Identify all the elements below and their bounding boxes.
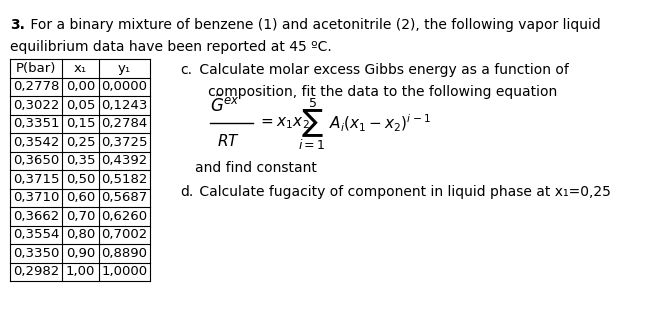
Text: 0,3715: 0,3715 <box>13 173 60 186</box>
Text: 0,3710: 0,3710 <box>13 191 60 204</box>
Text: 0,3650: 0,3650 <box>13 154 59 167</box>
Text: 0,50: 0,50 <box>66 173 95 186</box>
Text: 0,3662: 0,3662 <box>13 210 59 223</box>
Text: 0,0000: 0,0000 <box>102 80 148 93</box>
Text: 0,60: 0,60 <box>66 191 95 204</box>
Text: Calculate fugacity of component in liquid phase at x₁=0,25: Calculate fugacity of component in liqui… <box>195 185 611 199</box>
Text: 0,90: 0,90 <box>66 247 95 260</box>
Text: P(bar): P(bar) <box>16 62 57 75</box>
Text: 0,8890: 0,8890 <box>102 247 148 260</box>
Text: 0,7002: 0,7002 <box>101 228 148 241</box>
Text: d.: d. <box>180 185 193 199</box>
Text: $RT$: $RT$ <box>217 133 240 149</box>
Text: 3.: 3. <box>11 18 25 32</box>
Text: and find constant: and find constant <box>195 161 317 175</box>
Text: 0,00: 0,00 <box>66 80 95 93</box>
Text: 0,70: 0,70 <box>66 210 95 223</box>
Text: 0,4392: 0,4392 <box>101 154 148 167</box>
Text: x₁: x₁ <box>74 62 87 75</box>
Text: $\tilde{G}^{ex}$: $\tilde{G}^{ex}$ <box>210 94 239 116</box>
Text: $\sum$: $\sum$ <box>301 107 323 139</box>
Text: $= x_1 x_2$: $= x_1 x_2$ <box>258 115 309 131</box>
Text: 0,35: 0,35 <box>66 154 95 167</box>
Text: 0,2778: 0,2778 <box>13 80 60 93</box>
Text: equilibrium data have been reported at 45 ºC.: equilibrium data have been reported at 4… <box>11 40 332 54</box>
Text: 0,1243: 0,1243 <box>101 99 148 112</box>
Text: 0,5687: 0,5687 <box>101 191 148 204</box>
Text: Calculate molar excess Gibbs energy as a function of: Calculate molar excess Gibbs energy as a… <box>195 63 570 77</box>
Text: $5$: $5$ <box>307 97 317 110</box>
Text: For a binary mixture of benzene (1) and acetonitrile (2), the following vapor li: For a binary mixture of benzene (1) and … <box>26 18 600 32</box>
Text: 0,6260: 0,6260 <box>101 210 148 223</box>
Text: 0,15: 0,15 <box>66 117 95 130</box>
Text: 0,3351: 0,3351 <box>13 117 60 130</box>
Text: $A_i(x_1 - x_2)^{i-1}$: $A_i(x_1 - x_2)^{i-1}$ <box>330 113 431 133</box>
Text: 0,2784: 0,2784 <box>101 117 148 130</box>
Text: 0,3542: 0,3542 <box>13 136 60 149</box>
Text: 0,3725: 0,3725 <box>101 136 148 149</box>
Text: 0,2982: 0,2982 <box>13 265 59 278</box>
Text: c.: c. <box>180 63 192 77</box>
Text: 1,00: 1,00 <box>66 265 95 278</box>
Text: 0,3554: 0,3554 <box>13 228 60 241</box>
Text: 0,3350: 0,3350 <box>13 247 60 260</box>
Text: 0,05: 0,05 <box>66 99 95 112</box>
Text: 0,3022: 0,3022 <box>13 99 60 112</box>
Text: composition, fit the data to the following equation: composition, fit the data to the followi… <box>195 85 558 99</box>
Text: 1,0000: 1,0000 <box>101 265 148 278</box>
Text: 0,5182: 0,5182 <box>101 173 148 186</box>
Text: $i=1$: $i=1$ <box>298 138 326 152</box>
Text: 0,80: 0,80 <box>66 228 95 241</box>
Text: y₁: y₁ <box>118 62 131 75</box>
Text: 0,25: 0,25 <box>66 136 95 149</box>
